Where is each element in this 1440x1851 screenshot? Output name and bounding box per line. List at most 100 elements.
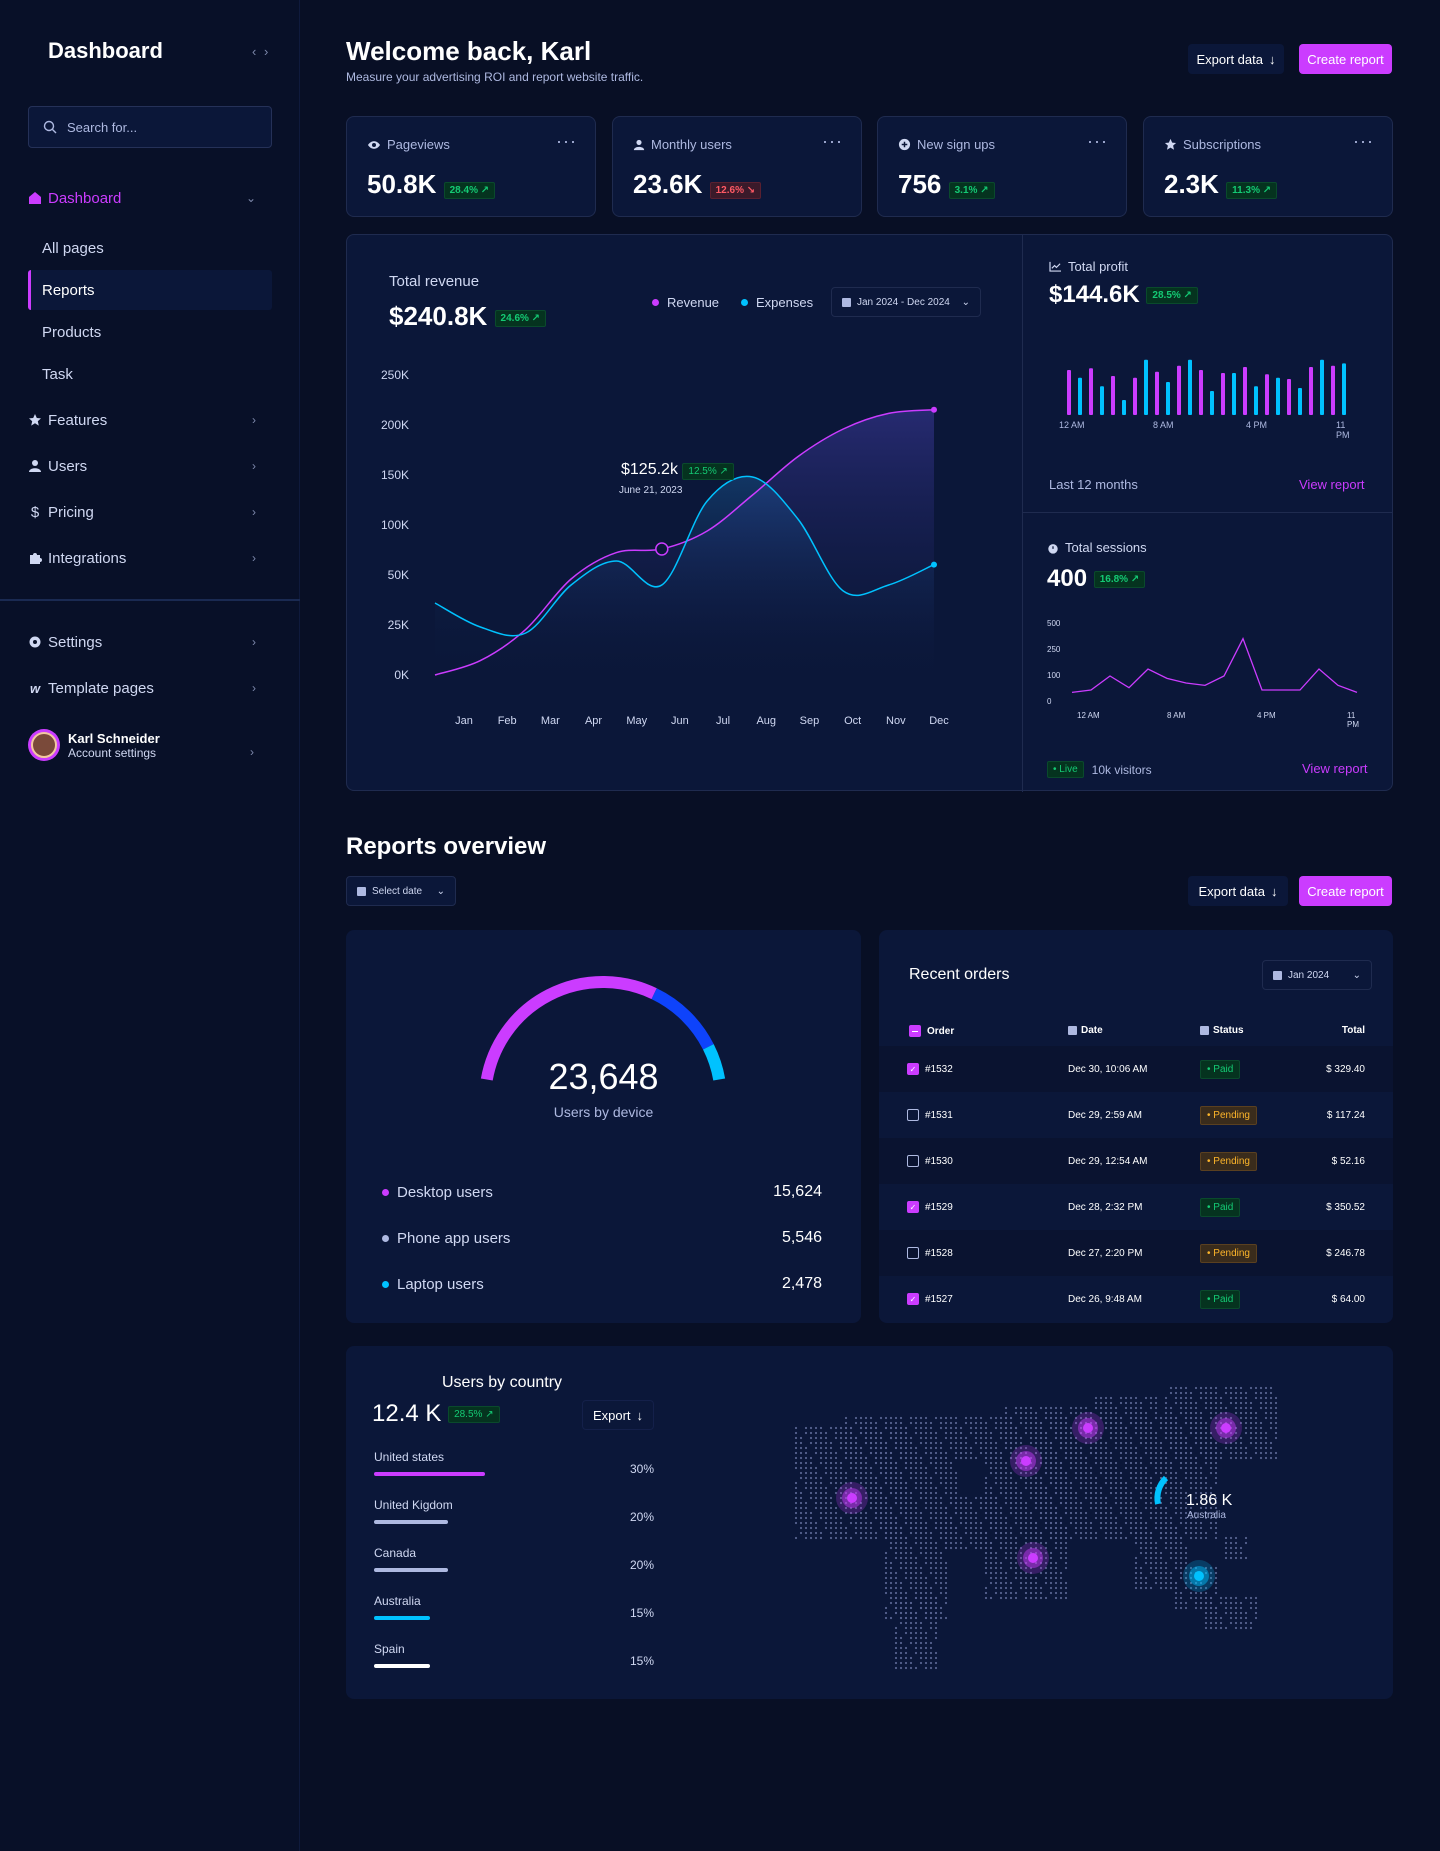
map-dot	[1004, 1596, 1008, 1600]
more-icon[interactable]: ···	[1087, 131, 1108, 151]
map-dot	[1214, 1626, 1218, 1630]
row-checkbox[interactable]: ✓	[907, 1293, 919, 1305]
sidebar-item-pricing[interactable]: $ Pricing ›	[28, 492, 272, 532]
table-row[interactable]: #1530 Dec 29, 12:54 AM • Pending $ 52.16	[879, 1138, 1393, 1184]
sidebar-item-dashboard[interactable]: Dashboard ⌄	[28, 178, 272, 218]
map-dot	[919, 1516, 923, 1520]
row-checkbox[interactable]: ✓	[907, 1063, 919, 1075]
map-dot	[864, 1521, 868, 1525]
map-dot	[1109, 1411, 1113, 1415]
sidebar-item-integrations[interactable]: Integrations ›	[28, 538, 272, 578]
map-dot	[874, 1456, 878, 1460]
map-dot	[1059, 1556, 1063, 1560]
reports-export-data-button[interactable]: Export data ↓	[1188, 876, 1288, 906]
revenue-line	[434, 409, 935, 676]
table-row[interactable]: #1528 Dec 27, 2:20 PM • Pending $ 246.78	[879, 1230, 1393, 1276]
map-dot	[1084, 1411, 1088, 1415]
tick-label: 11 PM	[1336, 420, 1350, 440]
map-dot	[1139, 1416, 1143, 1420]
table-row[interactable]: ✓ #1527 Dec 26, 9:48 AM • Paid $ 64.00	[879, 1276, 1393, 1322]
sidebar-item-users[interactable]: Users ›	[28, 446, 272, 486]
map-dot	[804, 1521, 808, 1525]
map-dot	[1259, 1421, 1263, 1425]
map-dot	[1184, 1466, 1188, 1470]
sidebar-item-reports[interactable]: Reports	[28, 270, 272, 310]
map-dot	[934, 1551, 938, 1555]
map-dot	[1069, 1466, 1073, 1470]
more-icon[interactable]: ···	[1353, 131, 1374, 151]
map-dot	[989, 1561, 993, 1565]
sidebar-item-settings[interactable]: Settings ›	[28, 622, 272, 662]
order-date: Dec 26, 9:48 AM	[1068, 1293, 1142, 1305]
sidebar-item-all-pages[interactable]: All pages	[28, 228, 272, 268]
table-row[interactable]: #1531 Dec 29, 2:59 AM • Pending $ 117.24	[879, 1092, 1393, 1138]
sessions-view-report-link[interactable]: View report	[1302, 761, 1368, 776]
map-dot	[1059, 1496, 1063, 1500]
reports-create-report-button[interactable]: Create report	[1299, 876, 1392, 906]
account-menu[interactable]: Karl Schneider Account settings	[28, 729, 160, 761]
map-dot	[1224, 1546, 1228, 1550]
map-dot	[1159, 1511, 1163, 1515]
map-dot	[879, 1516, 883, 1520]
map-dot	[884, 1606, 888, 1610]
sidebar-item-products[interactable]: Products	[28, 312, 272, 352]
map-dot	[794, 1516, 798, 1520]
map-dot	[1194, 1441, 1198, 1445]
search-input[interactable]: Search for...	[28, 106, 272, 148]
select-date-dropdown[interactable]: Select date ⌄	[346, 876, 456, 906]
map-dot	[904, 1621, 908, 1625]
map-dot	[1044, 1451, 1048, 1455]
map-dot	[889, 1506, 893, 1510]
map-dot	[1039, 1531, 1043, 1535]
map-dot	[1229, 1396, 1233, 1400]
map-dot	[1074, 1446, 1078, 1450]
profit-bar	[1276, 377, 1280, 415]
select-all-checkbox[interactable]	[909, 1025, 921, 1037]
tooltip-point[interactable]	[655, 542, 669, 556]
map-dot	[1174, 1541, 1178, 1545]
map-dot	[1004, 1536, 1008, 1540]
map-dot	[1114, 1416, 1118, 1420]
map-dot	[1239, 1391, 1243, 1395]
row-checkbox[interactable]	[907, 1109, 919, 1121]
map-dot	[1179, 1591, 1183, 1595]
map-dot	[904, 1666, 908, 1670]
map-dot	[1054, 1561, 1058, 1565]
sidebar-item-features[interactable]: Features ›	[28, 400, 272, 440]
map-dot	[899, 1596, 903, 1600]
row-checkbox[interactable]	[907, 1247, 919, 1259]
map-dot	[1119, 1446, 1123, 1450]
map-dot	[1229, 1421, 1233, 1425]
user-icon	[633, 139, 645, 150]
map-dot	[889, 1491, 893, 1495]
collapse-icon[interactable]: ‹ ›	[252, 44, 271, 59]
map-dot	[919, 1631, 923, 1635]
more-icon[interactable]: ···	[556, 131, 577, 151]
map-dot	[1229, 1441, 1233, 1445]
row-checkbox[interactable]: ✓	[907, 1201, 919, 1213]
map-dot	[1254, 1451, 1258, 1455]
row-checkbox[interactable]	[907, 1155, 919, 1167]
table-row[interactable]: ✓ #1529 Dec 28, 2:32 PM • Paid $ 350.52	[879, 1184, 1393, 1230]
map-dot	[1214, 1481, 1218, 1485]
country-export-button[interactable]: Export ↓	[582, 1400, 654, 1430]
map-dot	[859, 1416, 863, 1420]
export-data-button[interactable]: Export data ↓	[1188, 44, 1284, 74]
sidebar-item-task[interactable]: Task	[28, 354, 272, 394]
more-icon[interactable]: ···	[822, 131, 843, 151]
map-dot	[1164, 1426, 1168, 1430]
table-row[interactable]: ✓ #1532 Dec 30, 10:06 AM • Paid $ 329.40	[879, 1046, 1393, 1092]
map-dot	[934, 1631, 938, 1635]
sidebar-item-template-pages[interactable]: w Template pages ›	[28, 668, 272, 708]
user-name: Karl Schneider	[68, 730, 160, 746]
map-dot	[954, 1486, 958, 1490]
map-dot	[889, 1531, 893, 1535]
orders-date-filter[interactable]: Jan 2024 ⌄	[1262, 960, 1372, 990]
map-dot	[969, 1501, 973, 1505]
date-range-select[interactable]: Jan 2024 - Dec 2024 ⌄	[831, 287, 981, 317]
map-dot	[994, 1571, 998, 1575]
profit-view-report-link[interactable]: View report	[1299, 477, 1365, 492]
create-report-button[interactable]: Create report	[1299, 44, 1392, 74]
map-dot	[794, 1431, 798, 1435]
map-dot	[1014, 1481, 1018, 1485]
